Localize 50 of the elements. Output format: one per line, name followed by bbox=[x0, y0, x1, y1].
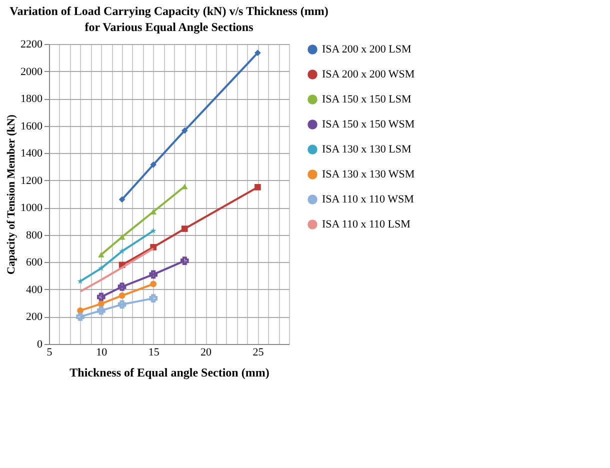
y-tick-label: 200 bbox=[26, 311, 43, 324]
point bbox=[97, 292, 106, 302]
point bbox=[150, 228, 156, 234]
x-tick-label: 10 bbox=[96, 346, 108, 358]
x-tick-label: 25 bbox=[252, 346, 264, 358]
point bbox=[149, 270, 158, 279]
point bbox=[98, 252, 104, 258]
legend-label: ISA 150 x 150 WSM bbox=[322, 118, 415, 130]
point bbox=[118, 300, 126, 309]
point bbox=[77, 278, 84, 284]
point bbox=[98, 265, 104, 271]
y-tick-label: 1000 bbox=[20, 202, 43, 214]
y-tick-label: 2200 bbox=[20, 38, 43, 50]
point bbox=[150, 208, 157, 214]
point bbox=[181, 127, 188, 134]
legend-label: ISA 150 x 150 LSM bbox=[322, 94, 412, 106]
legend-label: ISA 110 x 110 LSM bbox=[322, 218, 411, 230]
x-tick-label: 5 bbox=[46, 346, 53, 358]
point bbox=[150, 162, 157, 168]
point bbox=[181, 226, 188, 232]
point bbox=[97, 306, 106, 315]
legend-label: ISA 200 x 200 WSM bbox=[322, 68, 415, 80]
point bbox=[254, 184, 261, 190]
x-tick-label: 20 bbox=[200, 346, 212, 358]
legend-label: ISA 130 x 130 WSM bbox=[322, 168, 415, 180]
y-tick-label: 800 bbox=[26, 229, 43, 242]
y-tick-label: 0 bbox=[37, 338, 43, 350]
point bbox=[149, 294, 158, 302]
y-tick-label: 2000 bbox=[20, 66, 43, 78]
y-tick-label: 1800 bbox=[20, 93, 43, 106]
x-axis-title: Thickness of Equal angle Section (mm) bbox=[70, 366, 270, 380]
legend-label: ISA 110 x 110 WSM bbox=[322, 194, 414, 206]
y-axis-title: Capacity of Tension Member (kN) bbox=[6, 114, 18, 274]
y-tick-label: 1600 bbox=[20, 120, 43, 132]
x-tick-label: 15 bbox=[148, 346, 160, 358]
point bbox=[98, 300, 104, 307]
point bbox=[180, 256, 189, 265]
point bbox=[118, 196, 126, 203]
point bbox=[118, 282, 126, 291]
y-tick-label: 1400 bbox=[20, 148, 43, 160]
y-tick-label: 1200 bbox=[20, 174, 43, 187]
y-tick-label: 400 bbox=[26, 284, 43, 296]
point bbox=[150, 280, 157, 288]
legend-label: ISA 200 x 200 LSM bbox=[322, 44, 412, 56]
legend-label: ISA 130 x 130 LSM bbox=[322, 144, 412, 156]
point bbox=[76, 312, 84, 321]
y-tick-label: 600 bbox=[26, 256, 43, 269]
chart-title: Variation of Load Carrying Capacity (kN) v/s Thickness (mm) for Various Equal Angle Sections bbox=[10, 4, 328, 34]
point bbox=[254, 50, 261, 56]
point bbox=[118, 292, 126, 299]
